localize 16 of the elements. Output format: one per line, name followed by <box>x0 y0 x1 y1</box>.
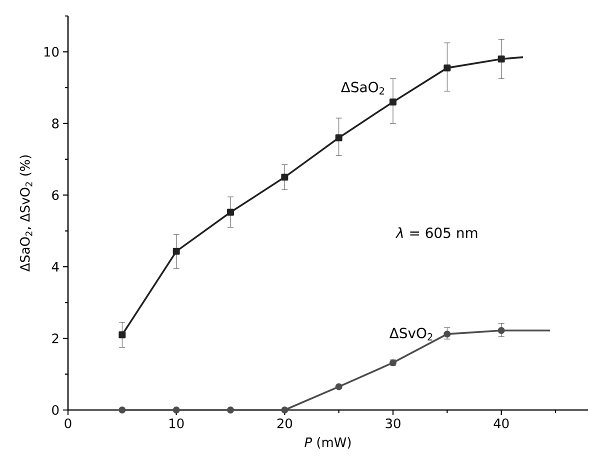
series-label: ΔSaO$_{2}$ <box>340 82 384 94</box>
y-tick-label: 0 <box>52 405 59 415</box>
x-tick-label: 10 <box>170 418 184 428</box>
x-tick-label: 20 <box>277 418 292 428</box>
annotation: λ = 605 nm <box>395 227 478 238</box>
y-tick-label: 8 <box>52 118 59 128</box>
y-axis-title: ΔSaO$_{2}$, ΔSvO$_{2}$ (%) <box>20 155 32 272</box>
x-tick-label: 30 <box>386 418 400 428</box>
x-axis-title: P (mW) <box>304 437 351 449</box>
x-tick-label: 0 <box>64 418 72 428</box>
y-tick-label: 2 <box>52 334 58 344</box>
y-tick-label: 6 <box>52 190 59 200</box>
y-tick-label: 4 <box>52 262 59 272</box>
series-label: ΔSvO$_{2}$ <box>389 328 432 340</box>
y-tick-label: 10 <box>44 46 59 57</box>
x-tick-label: 40 <box>494 418 509 428</box>
